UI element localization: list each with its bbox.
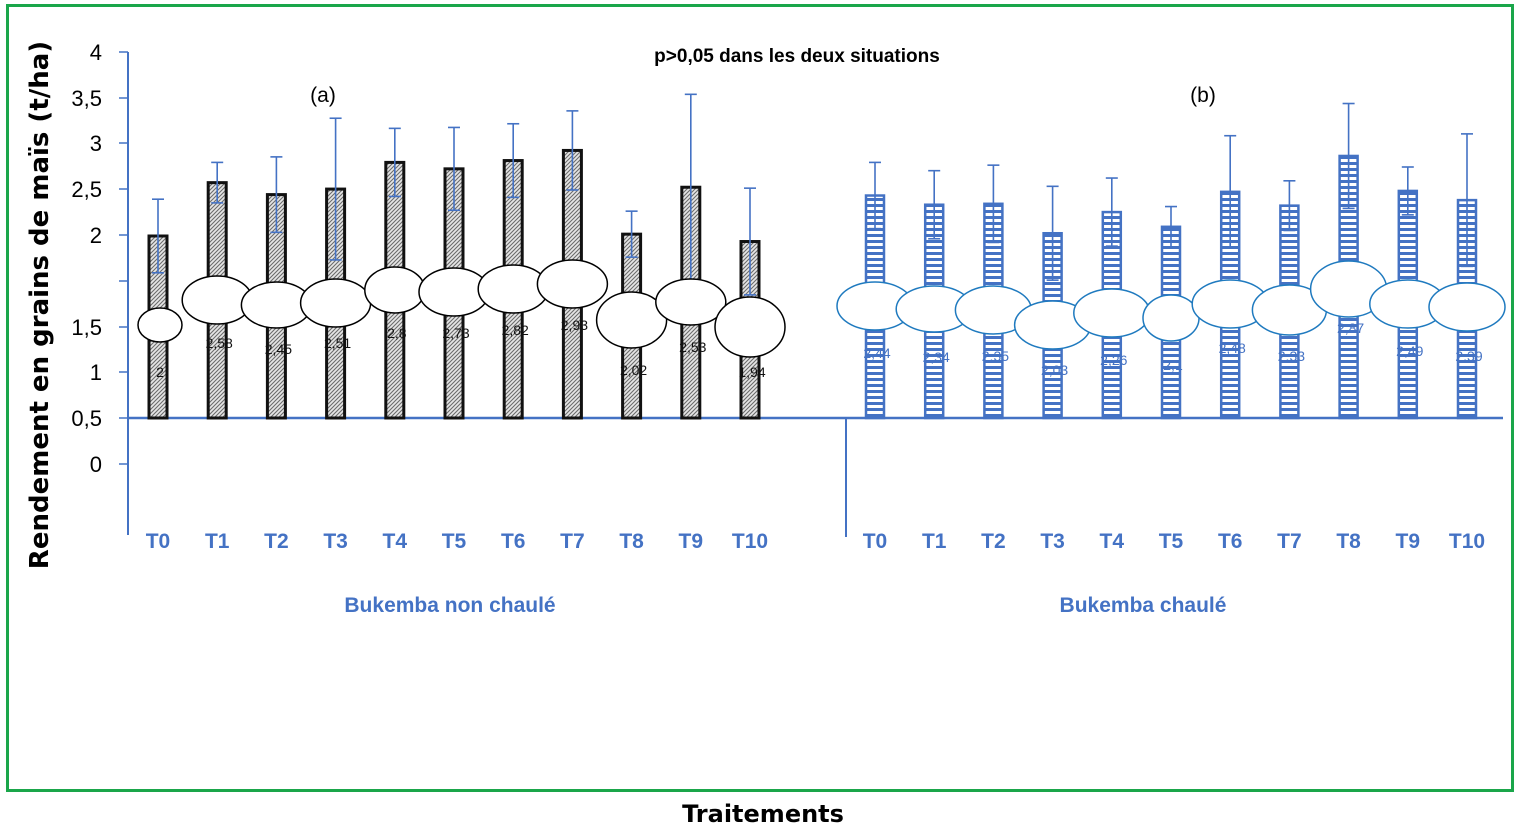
letter-callout	[1142, 294, 1200, 342]
x-tick-label: T3	[323, 530, 348, 553]
data-label: 2,45	[265, 341, 292, 357]
chart-frame	[6, 4, 1514, 792]
x-tick-label: T1	[205, 530, 230, 553]
data-label: 2,02	[620, 362, 647, 378]
y-tick-label: 4	[90, 40, 102, 65]
y-tick-label: 3	[90, 131, 102, 156]
data-label: 2,33	[1278, 348, 1305, 364]
letter-callout	[1073, 288, 1151, 338]
x-tick-label: T10	[1449, 530, 1485, 553]
data-label: 2,53	[679, 339, 706, 355]
x-tick-label: T10	[732, 530, 768, 553]
data-label: 2,03	[1041, 362, 1068, 378]
x-tick-label: T9	[679, 530, 704, 553]
data-label: 2,1	[1163, 357, 1183, 373]
x-tick-label: T5	[442, 530, 467, 553]
data-label: 2,49	[1396, 343, 1423, 359]
x-tick-label: T6	[1218, 530, 1243, 553]
x-tick-label: T0	[146, 530, 171, 553]
y-axis-title: Rendement en grains de maïs (t/ha)	[25, 41, 55, 569]
data-label: 2,51	[324, 335, 351, 351]
y-tick-label: 0,5	[71, 406, 102, 431]
data-label: 2,26	[1100, 352, 1127, 368]
data-label: 2,44	[863, 345, 890, 361]
data-label: 2,34	[923, 349, 950, 365]
chart-title: p>0,05 dans les deux situations	[654, 46, 940, 67]
x-tick-label: T8	[619, 530, 644, 553]
y-tick-label: 1,5	[71, 315, 102, 340]
y-tick-label: 0	[90, 452, 102, 477]
group-label: Bukemba non chaulé	[344, 594, 555, 617]
letter-callout	[655, 278, 727, 326]
x-tick-label: T1	[922, 530, 947, 553]
x-tick-label: T6	[501, 530, 526, 553]
y-tick-label: 2,5	[71, 177, 102, 202]
letter-callout	[1428, 282, 1506, 332]
x-tick-label: T4	[1100, 530, 1125, 553]
x-axis-title: Traitements	[682, 800, 844, 828]
data-label: 2,39	[1455, 348, 1482, 364]
panel-tag: (a)	[310, 84, 336, 107]
data-label: 2,87	[1337, 320, 1364, 336]
x-tick-label: T4	[383, 530, 408, 553]
data-label: 2,73	[442, 325, 469, 341]
x-tick-label: T9	[1396, 530, 1421, 553]
x-tick-label: T3	[1040, 530, 1065, 553]
x-tick-label: T7	[560, 530, 585, 553]
data-label: 2,8	[387, 325, 407, 341]
x-tick-label: T8	[1336, 530, 1361, 553]
x-tick-label: T2	[981, 530, 1006, 553]
x-tick-label: T7	[1277, 530, 1302, 553]
letter-callout	[364, 266, 426, 314]
letter-callout	[137, 307, 183, 343]
y-tick-label: 1	[90, 360, 102, 385]
data-label: 2	[156, 364, 164, 380]
data-label: 2,35	[982, 348, 1009, 364]
letter-callout	[714, 296, 786, 358]
x-tick-label: T0	[863, 530, 888, 553]
y-tick-label: 2	[90, 223, 102, 248]
group-label: Bukemba chaulé	[1060, 594, 1227, 617]
x-tick-label: T2	[264, 530, 289, 553]
y-tick-label: 3,5	[71, 86, 102, 111]
data-label: 2,93	[561, 317, 588, 333]
data-label: 2,48	[1219, 340, 1246, 356]
data-label: 2,58	[206, 335, 233, 351]
data-label: 2,82	[502, 322, 529, 338]
letter-callout	[595, 291, 668, 349]
panel-tag: (b)	[1190, 84, 1216, 107]
letter-callout	[299, 278, 372, 328]
letter-callout	[536, 259, 609, 309]
x-tick-label: T5	[1159, 530, 1184, 553]
data-label: 1,94	[738, 364, 765, 380]
